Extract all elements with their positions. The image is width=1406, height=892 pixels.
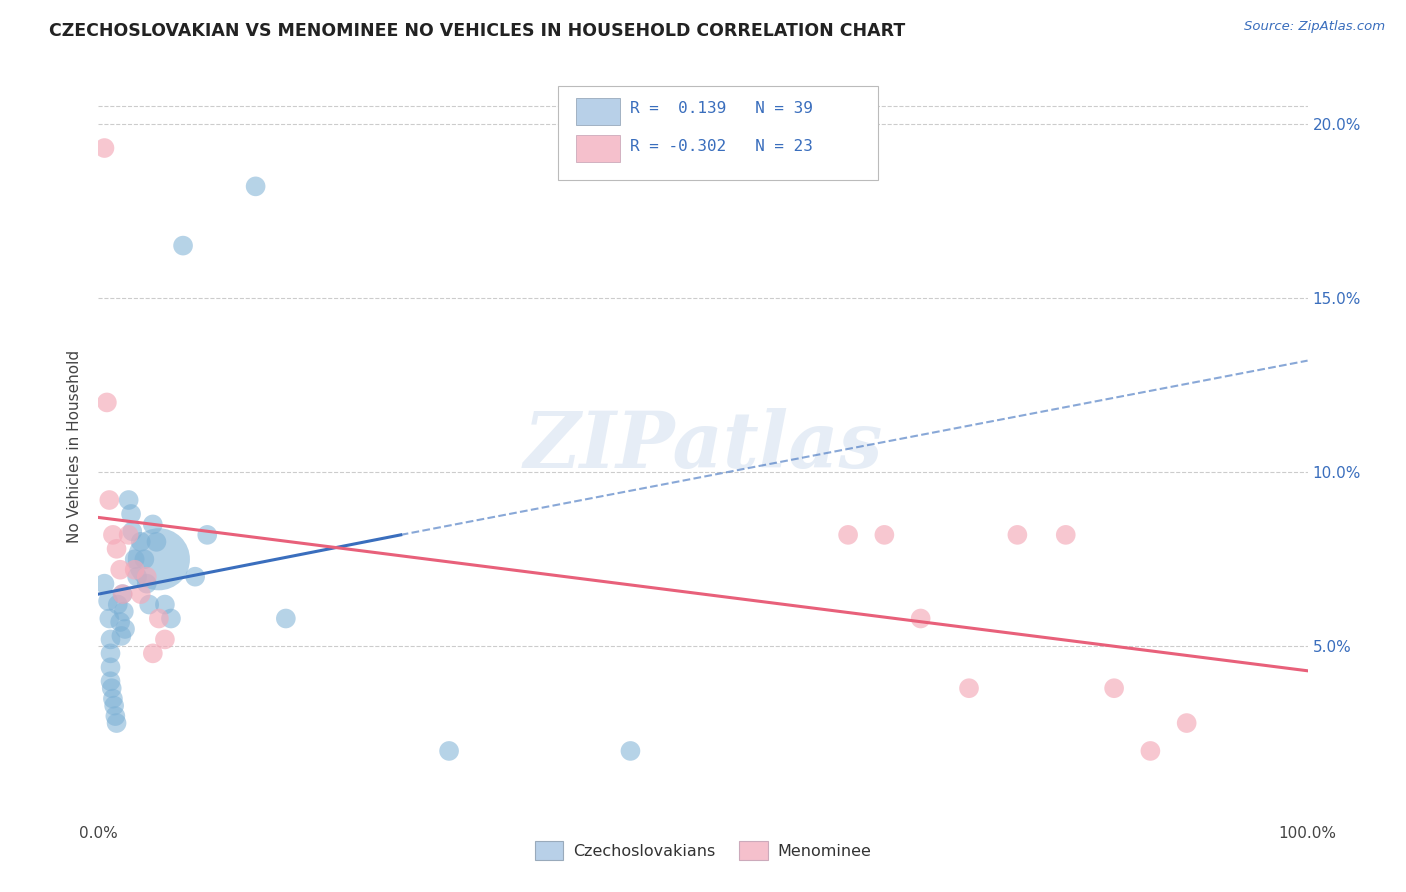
Point [118, 493, 141, 508]
Text: ZIPatlas: ZIPatlas [523, 408, 883, 484]
Point [100, 660, 122, 674]
Point [98, 493, 121, 508]
Point [138, 598, 160, 612]
Point [1007, 528, 1029, 542]
Point [437, 744, 460, 758]
Point [108, 615, 131, 629]
Point [1102, 681, 1125, 696]
Point [107, 598, 129, 612]
Point [619, 744, 641, 758]
Point [93, 141, 115, 155]
Point [135, 570, 157, 584]
Text: R = -0.302   N = 23: R = -0.302 N = 23 [630, 139, 813, 153]
Point [121, 524, 143, 539]
Point [184, 570, 207, 584]
Point [837, 528, 859, 542]
Point [100, 674, 122, 689]
Text: R =  0.139   N = 39: R = 0.139 N = 39 [630, 102, 813, 116]
Point [129, 534, 152, 549]
Point [172, 238, 194, 252]
Point [148, 552, 170, 566]
Point [104, 709, 127, 723]
Point [127, 570, 149, 584]
Point [101, 691, 124, 706]
Point [120, 507, 142, 521]
Text: CZECHOSLOVAKIAN VS MENOMINEE NO VEHICLES IN HOUSEHOLD CORRELATION CHART: CZECHOSLOVAKIAN VS MENOMINEE NO VEHICLES… [49, 22, 905, 40]
Point [100, 646, 122, 660]
Point [1175, 716, 1198, 731]
Point [1139, 744, 1161, 758]
Point [145, 534, 167, 549]
Point [100, 681, 122, 696]
Point [101, 528, 124, 542]
Y-axis label: No Vehicles in Household: No Vehicles in Household [67, 350, 83, 542]
Point [112, 605, 135, 619]
Point [93, 576, 115, 591]
Point [142, 646, 165, 660]
Point [245, 179, 267, 194]
Point [118, 528, 141, 542]
Point [160, 611, 183, 625]
Point [100, 632, 122, 647]
Point [111, 587, 134, 601]
Point [142, 517, 165, 532]
Point [957, 681, 980, 696]
Point [148, 611, 170, 625]
Point [153, 632, 176, 647]
Point [1054, 528, 1077, 542]
Point [135, 576, 157, 591]
Legend: Czechoslovakians, Menominee: Czechoslovakians, Menominee [529, 834, 877, 867]
Point [274, 611, 297, 625]
Point [910, 611, 932, 625]
Point [110, 629, 132, 643]
Point [105, 541, 128, 556]
Text: Source: ZipAtlas.com: Source: ZipAtlas.com [1244, 20, 1385, 33]
Point [124, 552, 146, 566]
Point [111, 587, 134, 601]
Point [129, 587, 152, 601]
Point [134, 552, 156, 566]
FancyBboxPatch shape [558, 87, 879, 180]
Point [96, 395, 118, 409]
FancyBboxPatch shape [576, 97, 620, 125]
Point [873, 528, 896, 542]
Point [97, 594, 120, 608]
Point [98, 611, 121, 625]
Point [195, 528, 218, 542]
Point [103, 698, 125, 713]
Point [105, 716, 128, 731]
Point [153, 598, 176, 612]
Point [108, 563, 131, 577]
Point [114, 622, 136, 636]
FancyBboxPatch shape [576, 135, 620, 162]
Point [124, 563, 146, 577]
